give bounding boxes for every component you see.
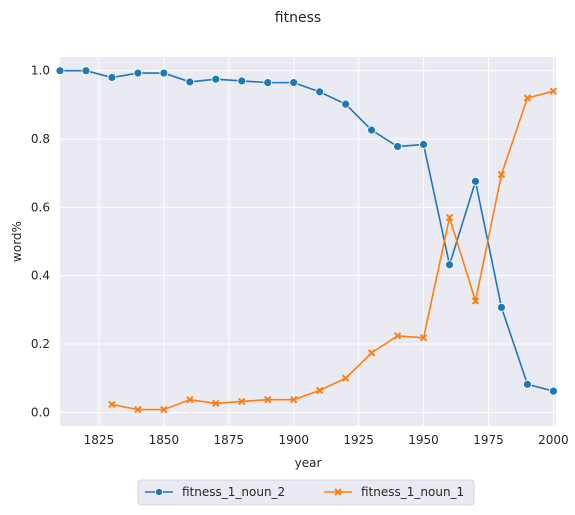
x-tick-label: 1875 [214,433,245,447]
data-point [186,395,194,404]
x-tick-label: 2000 [538,433,569,447]
x-axis-label: year [295,456,322,470]
legend-marker-x [334,488,342,496]
data-point [211,74,221,84]
x-tick-label: 1950 [408,433,439,447]
x-tick-label: 1825 [84,433,115,447]
data-point [264,395,272,404]
data-point [237,76,247,86]
data-point [315,386,324,395]
data-point [289,78,299,88]
y-tick-labels: 0.0 0.2 0.4 0.6 0.8 1.0 [31,64,50,420]
x-tick-label: 1900 [278,433,309,447]
legend-label-noun-1: fitness_1_noun_1 [361,485,464,499]
data-point [212,399,220,408]
series-fitness_1_noun_1 [108,87,558,414]
data-point [471,297,480,305]
data-point [445,213,454,222]
y-tick-label: 0.2 [31,337,50,351]
data-point [497,170,506,179]
legend-label-noun-2: fitness_1_noun_2 [182,485,285,499]
series-fitness_1_noun_2 [55,66,558,396]
data-point [81,66,91,76]
y-tick-label: 0.0 [31,405,50,419]
data-point [341,99,351,109]
legend-box [137,479,475,506]
series-layer [55,66,558,414]
y-tick-label: 0.4 [31,269,50,283]
data-point [445,260,454,270]
data-point [419,334,428,342]
grid-lines [60,57,556,426]
data-point [393,332,402,340]
series-line [111,90,554,411]
data-point [367,349,376,357]
data-point [471,176,480,186]
legend: fitness_1_noun_2 fitness_1_noun_1 [137,479,475,506]
plot-area [60,57,556,426]
x-tick-label: 1975 [473,433,504,447]
data-point [185,77,195,87]
data-point [159,68,169,78]
data-point [549,386,558,396]
data-point [238,397,246,406]
data-point [107,73,117,82]
data-point [419,140,428,149]
data-point [341,374,350,382]
data-point [367,125,377,135]
y-tick-label: 0.8 [31,132,50,146]
y-tick-label: 0.6 [31,200,50,214]
data-point [134,405,142,414]
y-axis-label: word% [10,221,24,262]
data-point [108,400,116,409]
data-point [290,395,298,404]
data-point [523,379,532,389]
x-tick-labels: 1825 1850 1875 1900 1925 1950 1975 2000 [84,433,569,447]
x-tick-label: 1850 [149,433,180,447]
data-point [497,303,506,312]
data-point [393,142,402,151]
data-point [55,66,65,76]
data-point [315,87,325,97]
data-point [263,78,273,88]
data-point [133,68,143,78]
y-tick-label: 1.0 [31,64,50,78]
data-point [523,94,532,102]
data-point [549,87,558,95]
x-tick-label: 1925 [343,433,374,447]
chart-title: fitness [275,10,321,26]
data-point [160,405,168,414]
legend-marker-circle [154,487,163,496]
